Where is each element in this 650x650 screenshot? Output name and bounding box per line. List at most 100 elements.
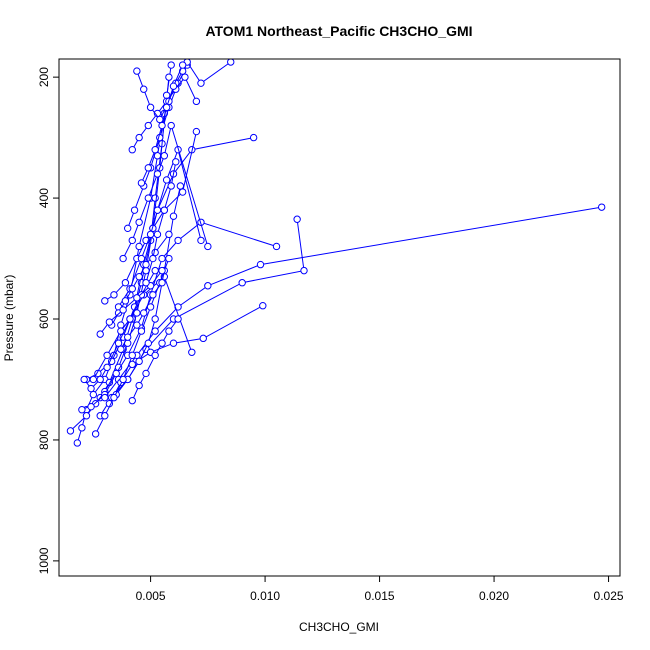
data-point: [144, 339, 153, 347]
data-point: [101, 297, 109, 305]
data-point: [96, 375, 104, 384]
x-tick-label-0: 0.005: [136, 589, 166, 603]
series-4: [87, 218, 281, 411]
data-point: [158, 339, 166, 347]
data-point: [144, 121, 153, 130]
data-point: [204, 242, 212, 251]
data-point: [128, 396, 136, 405]
data-point: [91, 430, 100, 438]
data-point: [142, 369, 150, 378]
plot-frame: [58, 58, 621, 577]
data-point: [140, 85, 148, 93]
data-point: [119, 254, 127, 263]
data-point: [101, 393, 109, 402]
y-tick-label-1: 400: [37, 188, 51, 208]
data-point: [128, 236, 136, 245]
data-point: [169, 82, 178, 90]
data-point: [144, 164, 153, 172]
data-point: [176, 182, 185, 190]
data-point: [149, 291, 157, 299]
data-point: [103, 351, 111, 359]
data-point: [167, 121, 175, 130]
x-tick-label-2: 0.015: [365, 589, 395, 603]
data-point: [192, 127, 201, 136]
data-point: [112, 369, 120, 378]
data-point: [89, 375, 98, 384]
data-point: [128, 285, 136, 293]
data-point: [73, 439, 82, 447]
data-point: [123, 224, 132, 233]
data-point: [293, 215, 301, 223]
data-point: [137, 179, 146, 187]
data-point: [158, 279, 166, 287]
series-19: [117, 279, 166, 353]
data-point: [123, 333, 132, 341]
data-point: [78, 424, 86, 432]
data-point: [133, 321, 141, 329]
y-tick-label-4: 1000: [37, 547, 51, 574]
data-point: [151, 146, 159, 154]
data-point: [117, 345, 125, 353]
data-point: [121, 279, 130, 287]
series-line-10: [104, 131, 197, 302]
data-point: [151, 248, 159, 257]
series-22: [137, 61, 187, 187]
data-point: [78, 406, 86, 414]
series-line-23: [145, 161, 177, 283]
data-point: [89, 390, 98, 399]
data-point: [178, 188, 187, 196]
data-point: [151, 266, 159, 275]
chart-title: ATOM1 Northeast_Pacific CH3CHO_GMI: [205, 23, 472, 39]
data-point: [128, 146, 136, 154]
data-point: [249, 133, 258, 142]
x-axis-label: CH3CHO_GMI: [299, 620, 379, 634]
data-point: [597, 203, 606, 211]
data-point: [135, 218, 143, 226]
data-point: [135, 357, 143, 366]
y-axis-label: Pressure (mbar): [2, 275, 16, 362]
data-point: [178, 61, 187, 69]
y-axis: 200 400 600 800 1000: [37, 67, 59, 574]
data-point: [165, 254, 173, 263]
data-point: [121, 297, 130, 305]
data-point: [146, 230, 155, 239]
data-point: [135, 272, 143, 281]
data-point: [144, 194, 153, 202]
data-point: [172, 158, 180, 166]
data-point: [119, 306, 127, 314]
y-tick-label-0: 200: [37, 67, 51, 87]
data-point: [105, 318, 114, 326]
data-point: [174, 315, 182, 323]
series-23: [142, 158, 180, 287]
series-line-6: [104, 206, 602, 398]
data-point: [96, 330, 104, 338]
data-point: [160, 206, 169, 214]
data-point: [151, 315, 159, 323]
series-layer: [66, 59, 606, 447]
data-point: [87, 384, 95, 393]
series-line-11: [118, 148, 202, 308]
data-point: [110, 393, 118, 402]
data-point: [165, 327, 173, 335]
data-point: [146, 303, 155, 311]
x-axis: 0.005 0.010 0.015 0.020 0.025: [136, 576, 624, 603]
data-point: [156, 115, 164, 124]
data-point: [114, 339, 123, 347]
data-point: [137, 254, 146, 263]
data-point: [197, 79, 205, 87]
data-point: [169, 339, 178, 347]
series-21: [96, 266, 166, 338]
data-point: [142, 260, 150, 269]
data-point: [197, 236, 205, 245]
data-point: [256, 260, 265, 269]
data-point: [135, 381, 143, 390]
data-point: [158, 254, 166, 263]
data-point: [126, 315, 134, 323]
data-point: [153, 230, 162, 239]
data-point: [192, 97, 201, 106]
data-point: [133, 67, 141, 75]
data-point: [199, 334, 207, 343]
data-point: [181, 73, 189, 81]
data-point: [167, 182, 175, 190]
series-line-2: [81, 95, 168, 411]
